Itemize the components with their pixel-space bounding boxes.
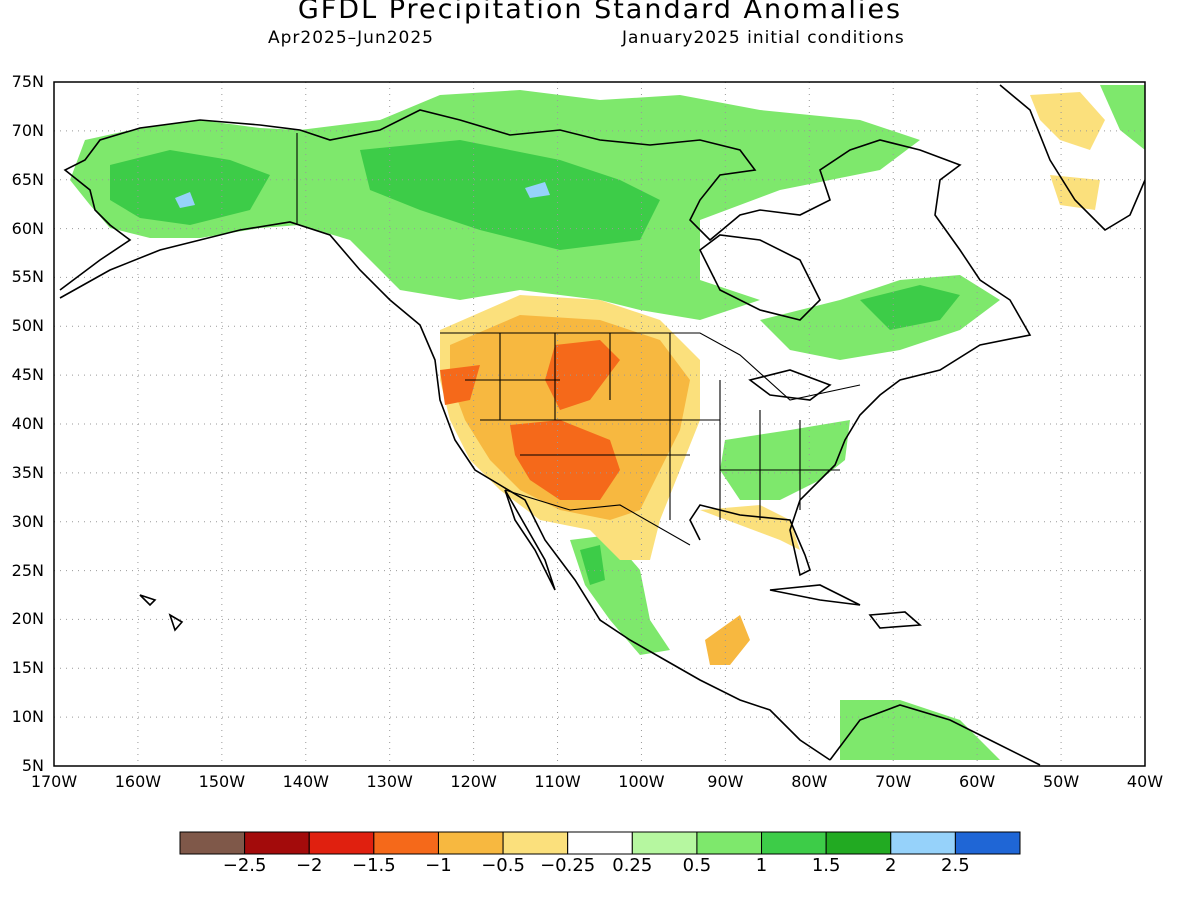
coastline-hawaii: [139, 594, 184, 632]
dry-region-west-strong: [440, 340, 620, 500]
colorbar-tick-label: −2.5: [222, 855, 267, 876]
latitude-label: 30N: [11, 511, 44, 531]
colorbar-tick-label: −1: [425, 855, 452, 876]
wet-region-blue-alaska: [175, 192, 195, 208]
map-frame: [53, 81, 1146, 767]
border-us-canada: [440, 332, 861, 401]
coastlines: [59, 84, 1145, 766]
coastline-great-lakes: [748, 369, 832, 401]
coastline-greenland: [999, 84, 1145, 232]
wet-region-mexico-core: [580, 545, 605, 585]
longitude-label: 110W: [534, 772, 581, 791]
colorbar-tick-label: 1.5: [811, 855, 841, 876]
colorbar: [179, 831, 1021, 855]
longitude-label: 70W: [875, 772, 912, 791]
colorbar-tick-label: 2.5: [941, 855, 970, 876]
longitude-label: 170W: [30, 772, 78, 791]
border-us-mexico: [504, 489, 691, 546]
latitude-label: 40N: [11, 414, 44, 433]
wet-region-blue-canada: [525, 182, 550, 198]
wet-region-south-america: [840, 700, 1000, 760]
latitude-label: 75N: [11, 72, 44, 91]
colorbar-swatch: [308, 831, 375, 855]
wet-region-canada-core: [360, 140, 660, 250]
latitude-label: 60N: [11, 218, 44, 238]
longitude-label: 120W: [450, 772, 497, 791]
longitude-label: 90W: [707, 772, 744, 791]
longitude-label: 140W: [282, 772, 329, 791]
latitude-label: 65N: [11, 169, 44, 189]
colorbar-tick-label: −1.5: [351, 855, 396, 876]
latitude-label: 10N: [11, 707, 44, 727]
latitude-label: 35N: [11, 462, 44, 482]
colorbar-tick-label: −0.5: [481, 855, 525, 876]
colorbar-tick-label: −0.25: [540, 855, 596, 876]
longitude-label: 150W: [198, 772, 246, 791]
anomaly-fields: [70, 85, 1145, 760]
dry-region-west-mid: [450, 315, 690, 520]
colorbar-swatch: [954, 831, 1021, 855]
colorbar-swatch: [502, 831, 569, 855]
longitude-label: 60W: [959, 772, 996, 791]
border-us-states: [465, 333, 840, 520]
latitude-label: 15N: [11, 658, 44, 678]
coastline-cuba: [769, 584, 861, 606]
dry-region-central-america: [705, 615, 750, 665]
coastline-hudson-bay: [698, 234, 821, 321]
longitude-label: 130W: [366, 772, 413, 791]
longitude-label: 40W: [1126, 772, 1164, 791]
colorbar-swatch: [244, 831, 310, 855]
latitude-label: 25N: [11, 560, 44, 580]
latitude-label: 50N: [11, 316, 44, 336]
longitude-label: 80W: [791, 772, 828, 791]
coastline-baja: [504, 489, 556, 591]
latitude-label: 70N: [11, 120, 44, 140]
coastline-south-america: [829, 704, 1041, 766]
dry-region-greenland: [1030, 92, 1105, 210]
colorbar-tick-label: 0.5: [682, 855, 712, 876]
colorbar-swatch: [890, 831, 956, 855]
longitude-label: 50W: [1042, 772, 1080, 791]
colorbar-swatch: [696, 831, 763, 855]
colorbar-tick-label: 1: [755, 855, 768, 876]
colorbar-swatch: [825, 831, 892, 855]
graticule: [54, 82, 1145, 766]
latitude-label: 20N: [11, 609, 44, 629]
colorbar-swatch: [567, 831, 633, 855]
wet-region-greenland-edge: [1100, 85, 1145, 150]
dry-region-gulf-coast: [700, 505, 800, 550]
coastline-north-america: [59, 109, 1032, 761]
colorbar-swatch: [373, 831, 439, 855]
latitude-label: 5N: [21, 756, 44, 775]
longitude-label: 160W: [114, 772, 162, 791]
initial-conditions: January2025 initial conditions: [622, 28, 905, 48]
latitude-label: 55N: [11, 267, 44, 287]
political-borders: [296, 133, 861, 546]
colorbar-swatch: [179, 831, 246, 855]
colorbar-swatch: [761, 831, 827, 855]
colorbar-swatch: [437, 831, 504, 855]
colorbar-tick-label: 2: [885, 855, 897, 876]
wet-region-alaska-core: [110, 150, 270, 225]
wet-region-quebec-core: [860, 285, 960, 330]
map-title: GFDL Precipitation Standard Anomalies: [297, 0, 903, 25]
wet-region-southeast-us: [720, 420, 850, 500]
coastline-hispaniola: [868, 611, 922, 629]
longitude-label: 100W: [618, 772, 665, 791]
latitude-label: 45N: [11, 365, 44, 385]
colorbar-tick-label: 0.25: [612, 855, 653, 876]
forecast-period: Apr2025–Jun2025: [268, 28, 434, 48]
colorbar-tick-label: −2: [295, 855, 323, 876]
colorbar-swatch: [631, 831, 698, 855]
